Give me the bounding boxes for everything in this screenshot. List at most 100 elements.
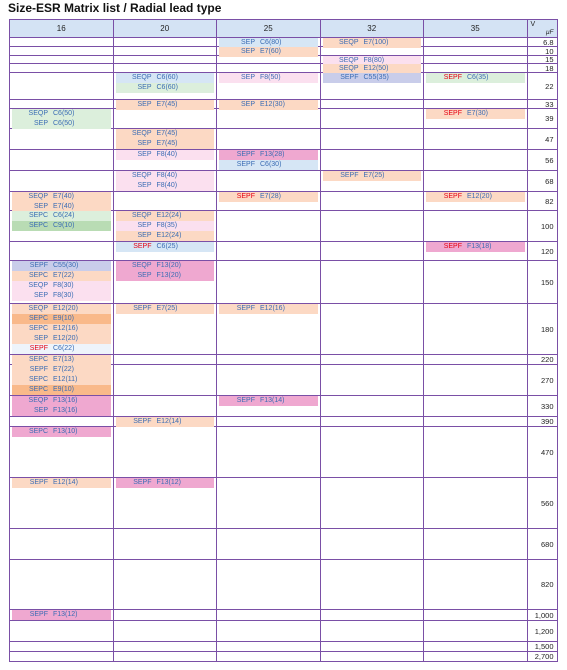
series-entry: SEQP F8(30) (12, 281, 111, 291)
esr-code: E7(60) (260, 48, 282, 55)
matrix-cell (320, 355, 424, 365)
matrix-cell: SEPF E12(16) (217, 304, 321, 355)
matrix-cell: SEQP E7(100) (320, 38, 424, 48)
series-name: SEQP (28, 282, 48, 289)
series-entry: SEQP C6(60) (115, 73, 214, 83)
matrix-cell (10, 56, 114, 64)
matrix-cell: SEPC E7(13) (10, 355, 114, 365)
matrix-cell: SEQP E12(50) (320, 64, 424, 74)
matrix-cell (10, 621, 114, 642)
series-entry: SEQP E7(45) (115, 129, 214, 139)
matrix-cell (320, 610, 424, 621)
matrix-cell (320, 529, 424, 560)
series-entry: SEP C6(80) (219, 38, 318, 48)
voltage-header: 35 (424, 20, 528, 38)
series-entry: SEP F13(20) (115, 271, 214, 281)
series-name: SEPC (28, 356, 48, 363)
matrix-cell (217, 129, 321, 150)
matrix-cell (320, 109, 424, 129)
esr-code: F8(40) (156, 151, 178, 158)
matrix-cell: SEPF C6(35) (424, 73, 528, 100)
series-name: SEP (137, 151, 152, 158)
esr-code: E7(25) (156, 305, 178, 312)
esr-code: C6(50) (53, 110, 75, 117)
matrix-cell: SEPF F13(14) (217, 396, 321, 417)
matrix-cell (217, 355, 321, 365)
series-entry: SEP E7(40) (12, 202, 111, 212)
matrix-cell: SEPF E7(25) (320, 171, 424, 192)
unit-v: V (530, 21, 536, 28)
matrix-cell (320, 427, 424, 478)
series-entry: SEPC E9(10) (12, 314, 111, 324)
esr-code: F8(30) (53, 282, 74, 289)
capacitance: 330 (527, 396, 558, 417)
matrix-cell: SEPF E7(25) (113, 304, 217, 355)
esr-code: C6(24) (53, 212, 75, 219)
series-entry: SEPF C6(30) (219, 160, 318, 170)
capacitance: 2,700 (527, 652, 558, 662)
capacitance: 100 (527, 211, 558, 242)
matrix-cell (217, 621, 321, 642)
esr-code: F13(16) (53, 397, 78, 404)
series-entry: SEPF F13(14) (219, 396, 318, 406)
matrix-cell: SEP C6(80) (217, 38, 321, 48)
matrix-cell (113, 427, 217, 478)
esr-code: E7(45) (156, 130, 178, 137)
matrix-cell: SEQP F13(20) SEP F13(20) (113, 261, 217, 304)
matrix-cell (320, 150, 424, 171)
matrix-cell (217, 211, 321, 242)
matrix-cell: SEP E7(45) (113, 100, 217, 110)
series-name: SEP (240, 74, 255, 81)
series-name: SEPF (236, 151, 255, 158)
title: Size-ESR Matrix list / Radial lead type (8, 1, 222, 15)
matrix-cell (424, 355, 528, 365)
series-entry: SEPF C55(30) (12, 261, 111, 271)
esr-code: E9(10) (53, 386, 75, 393)
matrix-cell: SEP E7(60) (217, 47, 321, 57)
series-entry: SEPF C6(35) (426, 73, 525, 83)
esr-code: F13(16) (53, 407, 78, 414)
matrix-cell (320, 396, 424, 417)
esr-code: E12(20) (53, 305, 78, 312)
series-entry: SEQP E7(100) (322, 38, 421, 48)
matrix-cell (320, 652, 424, 662)
matrix-cell (113, 621, 217, 642)
esr-code: E7(40) (53, 193, 75, 200)
matrix-cell (113, 56, 217, 64)
series-name: SEP (137, 101, 152, 108)
matrix-cell: SEPF C6(25) (113, 242, 217, 261)
series-name: SEQP (28, 110, 48, 117)
capacitance: 39 (527, 109, 558, 129)
matrix-cell (10, 642, 114, 652)
matrix-cell: SEQP E7(40) SEP E7(40) (10, 192, 114, 212)
series-name: SEPF (340, 172, 359, 179)
matrix-cell (217, 365, 321, 396)
esr-code: F13(14) (260, 397, 285, 404)
series-entry: SEPC E12(16) (12, 324, 111, 334)
capacitance: 82 (527, 192, 558, 211)
matrix-cell (113, 64, 217, 73)
matrix-cell (113, 192, 217, 211)
capacitance: 270 (527, 365, 558, 396)
matrix-cell (424, 100, 528, 109)
esr-code: C6(22) (53, 345, 75, 352)
matrix-cell (113, 610, 217, 621)
series-name: SEP (137, 182, 152, 189)
series-name: SEPC (28, 325, 48, 332)
series-name: SEQP (339, 57, 359, 64)
matrix-cell (113, 396, 217, 417)
series-name: SEQP (132, 74, 152, 81)
esr-code: E7(22) (53, 366, 75, 373)
matrix-cell: SEQP E12(20) SEPC E9(10) SEPC E12(16) SEP E12(2… (10, 304, 114, 355)
esr-code: F8(50) (260, 74, 281, 81)
series-name: SEPF (443, 74, 462, 81)
series-name: SEQP (28, 305, 48, 312)
series-entry: SEPF E7(30) (426, 109, 525, 119)
capacitance: 33 (527, 100, 558, 109)
matrix-cell: SEPF E12(20) (424, 192, 528, 211)
matrix-cell (424, 129, 528, 150)
esr-code: C6(50) (53, 120, 75, 127)
matrix-cell (217, 478, 321, 529)
series-name: SEQP (132, 130, 152, 137)
series-name: SEPC (28, 315, 48, 322)
